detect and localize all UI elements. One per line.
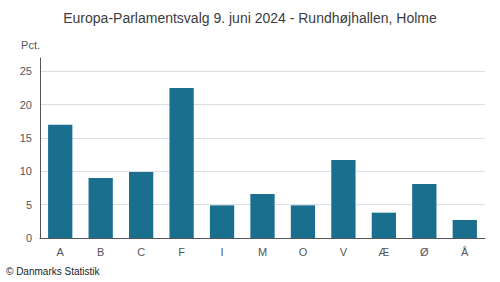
svg-text:Æ: Æ bbox=[378, 246, 389, 258]
svg-text:20: 20 bbox=[20, 99, 32, 111]
svg-text:F: F bbox=[178, 246, 185, 258]
svg-text:M: M bbox=[258, 246, 267, 258]
svg-text:V: V bbox=[340, 246, 348, 258]
svg-text:Europa-Parlamentsvalg 9. juni: Europa-Parlamentsvalg 9. juni 2024 - Run… bbox=[63, 10, 437, 26]
svg-text:Ø: Ø bbox=[420, 246, 429, 258]
svg-text:A: A bbox=[57, 246, 65, 258]
svg-text:Pct.: Pct. bbox=[21, 39, 40, 51]
svg-text:10: 10 bbox=[20, 165, 32, 177]
svg-text:I: I bbox=[221, 246, 224, 258]
svg-text:Å: Å bbox=[461, 246, 469, 258]
svg-text:© Danmarks Statistik: © Danmarks Statistik bbox=[6, 266, 101, 277]
svg-text:O: O bbox=[299, 246, 308, 258]
svg-text:C: C bbox=[137, 246, 145, 258]
svg-text:0: 0 bbox=[26, 232, 32, 244]
svg-text:B: B bbox=[97, 246, 104, 258]
svg-text:15: 15 bbox=[20, 132, 32, 144]
svg-text:5: 5 bbox=[26, 199, 32, 211]
svg-text:25: 25 bbox=[20, 65, 32, 77]
